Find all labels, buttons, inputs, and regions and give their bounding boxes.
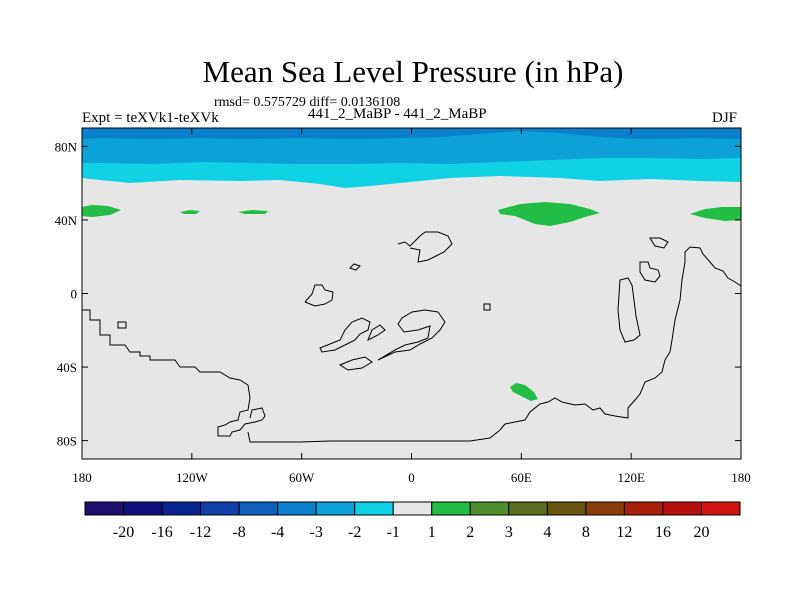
colorbar-swatch (546, 501, 587, 516)
coast-antarctica (247, 246, 741, 443)
colorbar-label: 12 (616, 524, 632, 541)
coast-gulf-region (304, 284, 334, 307)
colorbar-label: -4 (271, 524, 284, 541)
colorbar-swatch (431, 501, 471, 516)
x-tick-label: 0 (408, 470, 415, 485)
colorbar-swatch (238, 501, 279, 516)
colorbar-label: -20 (113, 524, 134, 541)
colorbar-label: -12 (190, 524, 211, 541)
map-field (82, 128, 741, 459)
colorbar-label: 3 (505, 524, 513, 541)
colorbar-label: -2 (348, 524, 361, 541)
experiment-label: Expt = teXVk1-teXVk (82, 110, 219, 126)
coast-small-island-2 (117, 321, 127, 329)
run-comparison-label: 441_2_MaBP - 441_2_MaBP (308, 106, 487, 122)
colorbar-label: 20 (693, 524, 709, 541)
colorbar-swatch (277, 501, 317, 516)
positive-patch-north-pacific (82, 205, 121, 217)
y-tick-label: 80N (55, 139, 78, 154)
y-tick-label: 0 (71, 287, 78, 302)
colorbar-swatch (508, 501, 548, 516)
colorbar-swatch (315, 501, 356, 516)
colorbar-swatch (700, 501, 741, 516)
colorbar-label: 8 (582, 524, 590, 541)
colorbar-label: 2 (466, 524, 474, 541)
x-tick-label: 120E (617, 470, 645, 485)
x-tick-label: 60E (511, 470, 532, 485)
x-tick-label: 180 (731, 470, 751, 485)
positive-patch-north-america (180, 210, 200, 214)
coast-central-islands-1 (319, 317, 371, 353)
x-axis: 180 120W 60W 0 60E 120E 180 (72, 128, 751, 485)
colorbar-swatch (354, 501, 394, 516)
coast-southern-islands (377, 309, 446, 361)
colorbar-swatch (84, 501, 125, 516)
coastlines (82, 231, 741, 443)
coast-caribbean (349, 263, 361, 271)
coast-central-islands-2 (338, 356, 373, 371)
coast-maritime-continent (639, 261, 661, 283)
colorbar-swatch (123, 501, 163, 516)
positive-patch-north-atlantic (238, 210, 268, 214)
colorbar-swatch (623, 501, 664, 516)
colorbar-label: -1 (387, 524, 400, 541)
y-tick-label: 80S (57, 434, 77, 449)
coast-indian-ocean-east (617, 277, 641, 343)
coast-north-america-south-america (82, 309, 266, 437)
y-tick-label: 40N (55, 213, 78, 228)
season-label: DJF (712, 110, 738, 126)
positive-patch-southern-ocean (510, 383, 538, 401)
colorbar-swatch (161, 501, 202, 516)
x-tick-label: 120W (176, 470, 209, 485)
x-tick-label: 180 (72, 470, 92, 485)
x-tick-label: 60W (289, 470, 315, 485)
coast-southern-islands-2 (367, 324, 386, 342)
positive-patch-east-asia (690, 207, 741, 221)
rmsd-diff-stats: rmsd= 0.575729 diff= 0.0136108 (214, 95, 401, 110)
colorbar: -20 -16 -12 -8 -4 -3 -2 -1 1 2 3 4 8 12 16 20 (84, 501, 741, 541)
coast-maritime-continent-2 (649, 237, 669, 249)
positive-patch-central-asia (498, 202, 600, 226)
colorbar-swatch (392, 501, 433, 516)
colorbar-label: 1 (428, 524, 436, 541)
colorbar-label: 4 (543, 524, 551, 541)
colorbar-label: -3 (310, 524, 323, 541)
colorbar-swatch (469, 501, 510, 516)
colorbar-label: -16 (151, 524, 172, 541)
plot-title: Mean Sea Level Pressure (in hPa) (202, 54, 624, 89)
coast-small-island (483, 303, 491, 311)
colorbar-label: 16 (655, 524, 671, 541)
colorbar-label: -8 (232, 524, 245, 541)
colorbar-swatch (585, 501, 625, 516)
y-tick-label: 40S (57, 360, 77, 375)
y-axis: 80N 40N 0 40S 80S (55, 139, 741, 449)
colorbar-swatch (662, 501, 702, 516)
coast-west-africa-bulge (397, 231, 453, 263)
colorbar-swatch (200, 501, 240, 516)
